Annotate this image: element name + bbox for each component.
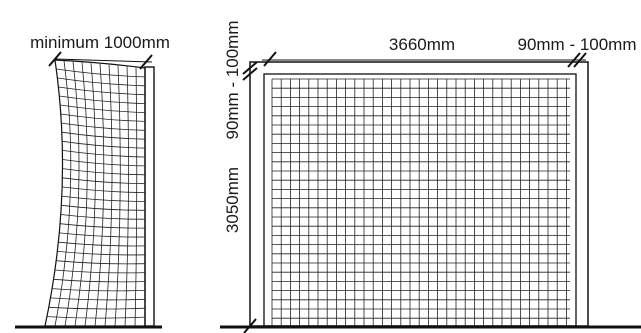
side-net-vertical-strand bbox=[74, 62, 88, 327]
min-width-tick-right bbox=[139, 54, 153, 70]
min-width-label: minimum 1000mm bbox=[30, 33, 170, 52]
width-tick-right-a bbox=[567, 52, 581, 68]
side-net-horizontal-strand bbox=[56, 260, 146, 265]
height-tick-top-b bbox=[242, 67, 258, 81]
side-net-vertical-strand bbox=[54, 60, 72, 327]
side-net-horizontal-strand bbox=[50, 297, 146, 301]
side-net-horizontal-strand bbox=[60, 214, 146, 220]
side-net-horizontal-strand bbox=[62, 150, 146, 158]
side-net-horizontal-strand bbox=[60, 113, 146, 122]
frame-thickness-label-top: 90mm - 100mm bbox=[517, 35, 636, 54]
side-net-horizontal-strand bbox=[62, 177, 146, 185]
side-net-horizontal-strand bbox=[48, 306, 146, 310]
side-net-horizontal-strand bbox=[62, 159, 146, 167]
height-label: 3050mm bbox=[223, 167, 242, 233]
side-net-horizontal-strand bbox=[54, 269, 146, 274]
side-net-vertical-strand bbox=[94, 63, 105, 327]
side-net-horizontal-strand bbox=[57, 251, 146, 256]
side-net-horizontal-strand bbox=[60, 223, 146, 229]
side-net-horizontal-strand bbox=[61, 122, 146, 131]
side-net-horizontal-strand bbox=[46, 316, 146, 319]
side-net-vertical-strand bbox=[64, 61, 80, 327]
front-view: 3660mm 90mm - 100mm 90mm - 100mm 3050mm bbox=[223, 20, 637, 333]
side-net-mesh bbox=[46, 60, 146, 327]
side-net-vertical-strand bbox=[124, 66, 129, 327]
side-net-horizontal-strand bbox=[62, 168, 146, 176]
side-net-vertical-strand bbox=[104, 64, 113, 327]
side-view: minimum 1000mm bbox=[30, 33, 170, 327]
side-net-horizontal-strand bbox=[52, 288, 146, 292]
side-net-horizontal-strand bbox=[56, 68, 146, 78]
side-net-horizontal-strand bbox=[58, 86, 146, 96]
side-net-horizontal-strand bbox=[58, 241, 146, 247]
side-net-horizontal-strand bbox=[53, 278, 146, 283]
side-net-outline bbox=[44, 59, 146, 327]
width-tick-right-b bbox=[573, 52, 587, 68]
side-net-horizontal-strand bbox=[62, 186, 146, 193]
front-net-mesh bbox=[271, 78, 570, 326]
width-tick-left bbox=[263, 51, 277, 67]
side-post bbox=[144, 66, 155, 327]
width-label: 3660mm bbox=[389, 35, 455, 54]
side-net-horizontal-strand bbox=[62, 140, 146, 149]
side-net-horizontal-strand bbox=[57, 77, 146, 87]
side-net-horizontal-strand bbox=[61, 195, 146, 202]
side-net-vertical-strand bbox=[134, 67, 138, 327]
height-tick-top-a bbox=[242, 61, 258, 75]
side-net-vertical-strand bbox=[114, 65, 121, 327]
frame-thickness-label-side: 90mm - 100mm bbox=[223, 20, 242, 139]
side-net-horizontal-strand bbox=[59, 95, 146, 104]
side-net-horizontal-strand bbox=[60, 104, 146, 113]
side-net-horizontal-strand bbox=[61, 131, 146, 140]
min-width-dimension-line bbox=[54, 58, 153, 63]
min-width-tick-left bbox=[48, 51, 62, 67]
side-net-horizontal-strand bbox=[61, 204, 146, 211]
side-net-horizontal-strand bbox=[59, 232, 146, 238]
